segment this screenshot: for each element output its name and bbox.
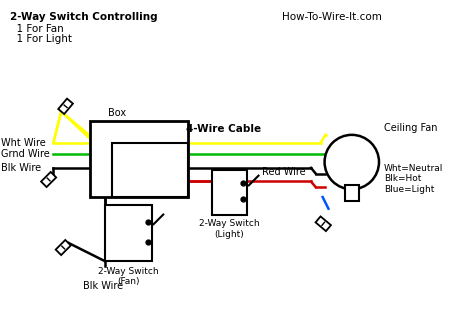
Text: 2-Way Switch
(Light): 2-Way Switch (Light) <box>199 219 260 239</box>
Text: 1 For Light: 1 For Light <box>10 34 72 44</box>
Text: Blk Wire: Blk Wire <box>83 281 123 291</box>
Bar <box>112 143 188 197</box>
Text: 4-Wire Cable: 4-Wire Cable <box>186 124 261 134</box>
Text: Wht Wire: Wht Wire <box>1 138 46 148</box>
Text: Red Wire: Red Wire <box>262 167 306 177</box>
Bar <box>345 185 359 201</box>
Bar <box>90 121 188 197</box>
Polygon shape <box>41 172 56 187</box>
Text: Grnd Wire: Grnd Wire <box>1 149 50 159</box>
Text: Ceiling Fan: Ceiling Fan <box>384 123 437 133</box>
Text: Box: Box <box>108 108 126 118</box>
Text: 1 For Fan: 1 For Fan <box>10 24 64 34</box>
Bar <box>212 170 247 215</box>
Polygon shape <box>58 99 73 114</box>
Circle shape <box>325 135 379 189</box>
Polygon shape <box>56 240 71 255</box>
Text: Blk Wire: Blk Wire <box>1 163 41 173</box>
Polygon shape <box>316 216 331 231</box>
Text: 2-Way Switch Controlling: 2-Way Switch Controlling <box>10 12 158 22</box>
Bar <box>105 205 152 261</box>
Text: How-To-Wire-It.com: How-To-Wire-It.com <box>282 12 382 22</box>
Text: 2-Way Switch
(Fan): 2-Way Switch (Fan) <box>98 267 158 286</box>
Text: Wht=Neutral
Blk=Hot
Blue=Light: Wht=Neutral Blk=Hot Blue=Light <box>384 164 443 194</box>
